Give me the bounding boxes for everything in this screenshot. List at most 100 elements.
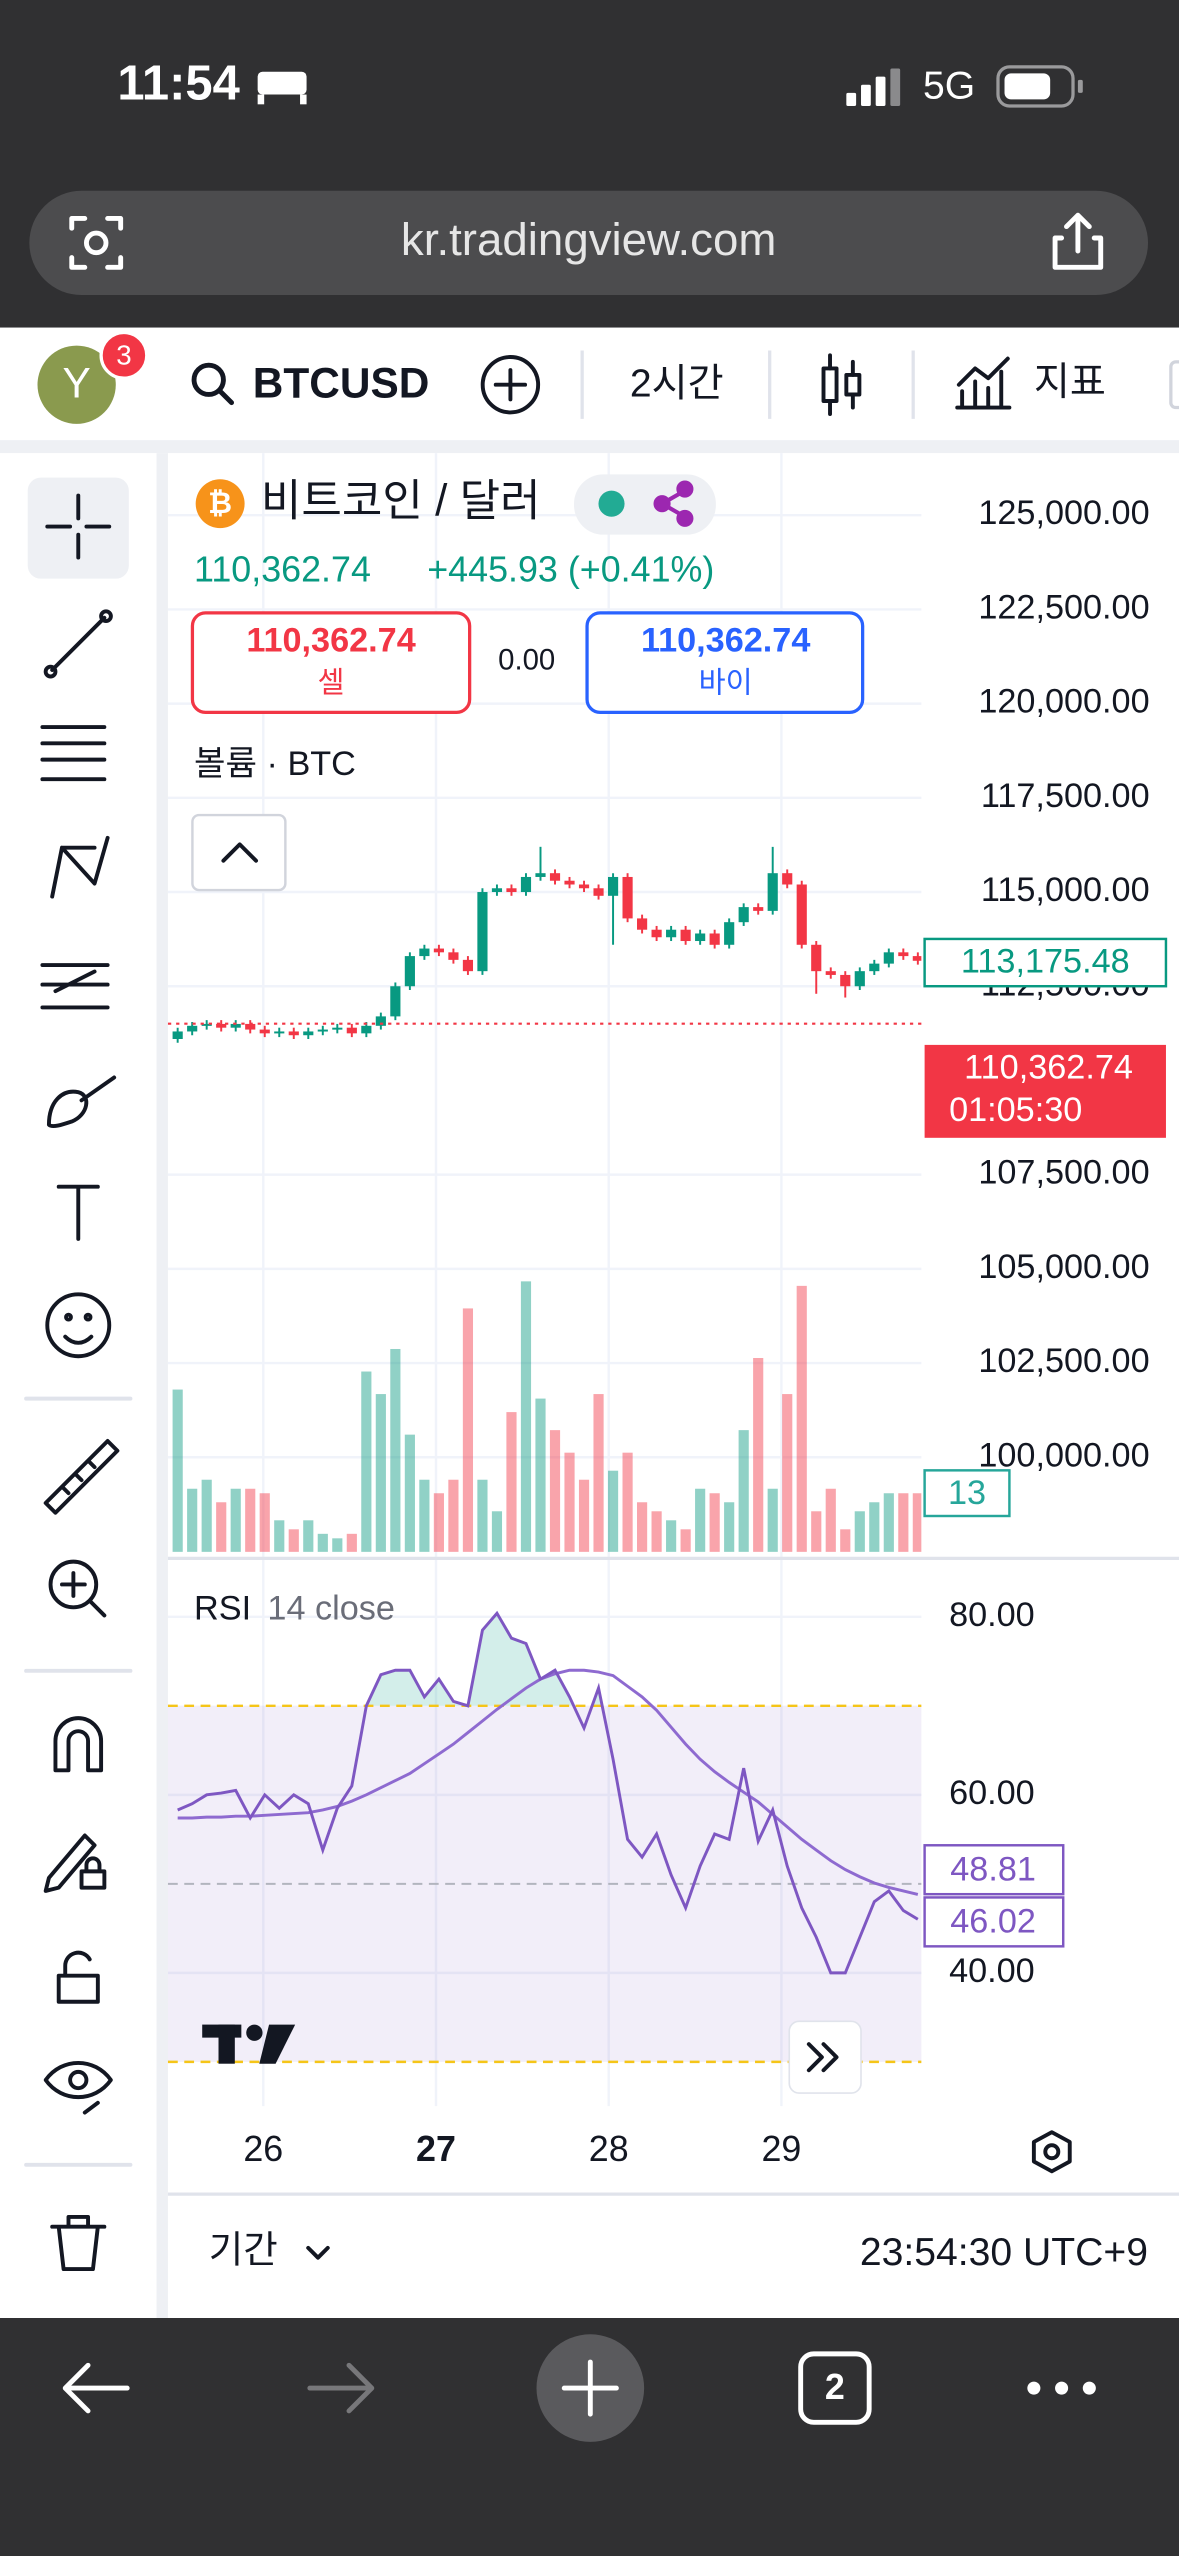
search-icon[interactable] bbox=[191, 362, 235, 406]
volume-bar bbox=[332, 1538, 343, 1552]
chevron-up bbox=[221, 842, 258, 863]
y-tick-label: 115,000.00 bbox=[981, 871, 1150, 909]
chart-type-icon[interactable] bbox=[821, 353, 862, 417]
lock-draw-tool[interactable] bbox=[43, 1833, 107, 1893]
crosshair-tool[interactable] bbox=[45, 493, 112, 560]
candle-body bbox=[883, 952, 894, 964]
volume-bar bbox=[912, 1493, 922, 1552]
status-pill[interactable] bbox=[574, 474, 716, 535]
candle-body bbox=[448, 952, 459, 960]
fib-tool[interactable] bbox=[40, 725, 107, 782]
hide-tool[interactable] bbox=[43, 2060, 113, 2100]
magnet-tool[interactable] bbox=[53, 1716, 104, 1773]
text-tool[interactable] bbox=[56, 1184, 100, 1241]
tool-selected bbox=[27, 477, 129, 579]
compare-button[interactable] bbox=[480, 355, 541, 415]
candle-body bbox=[637, 918, 648, 930]
candle-body bbox=[724, 922, 735, 945]
candle-body bbox=[535, 873, 546, 877]
address-bar[interactable] bbox=[29, 190, 1149, 296]
collapse-button[interactable] bbox=[191, 813, 287, 892]
zoom-tool[interactable] bbox=[48, 1559, 99, 1610]
candle-body bbox=[607, 876, 619, 896]
candle-body bbox=[622, 876, 633, 919]
candle-body bbox=[666, 929, 677, 938]
lock-tool[interactable] bbox=[56, 1950, 100, 2004]
volume-bar bbox=[637, 1502, 648, 1552]
indicators-icon[interactable] bbox=[955, 356, 1012, 410]
rsi-tick-label: 40.00 bbox=[949, 1952, 1035, 1990]
volume-bar bbox=[390, 1348, 401, 1552]
forecast-tool[interactable] bbox=[40, 963, 110, 1010]
candle-body bbox=[288, 1031, 299, 1036]
url[interactable]: kr.tradingview.com bbox=[401, 214, 776, 265]
candle-body bbox=[419, 948, 430, 957]
volume-bar bbox=[404, 1434, 415, 1552]
scroll-to-realtime[interactable] bbox=[788, 2020, 862, 2094]
rsi-tick-label: 80.00 bbox=[949, 1596, 1035, 1634]
rsi-label: 46.02 bbox=[950, 1903, 1036, 1941]
volume-bar bbox=[259, 1493, 270, 1552]
badge bbox=[99, 330, 149, 380]
forward-button[interactable] bbox=[307, 2362, 375, 2414]
candle-body bbox=[912, 956, 922, 961]
share-icon[interactable] bbox=[1052, 212, 1104, 270]
volume-bar bbox=[317, 1533, 328, 1552]
volume-bar bbox=[346, 1533, 357, 1552]
rsi-ma-label: 48.81 bbox=[950, 1850, 1036, 1888]
candle-body bbox=[216, 1023, 227, 1028]
separator bbox=[0, 440, 1179, 454]
candle-body bbox=[593, 888, 604, 896]
volume-bar bbox=[796, 1285, 807, 1552]
candle-body bbox=[433, 948, 444, 953]
candle-body bbox=[782, 873, 793, 885]
candle-body bbox=[404, 956, 415, 987]
trendline-tool[interactable] bbox=[50, 615, 107, 672]
more-button[interactable] bbox=[1027, 2381, 1096, 2395]
price-box bbox=[924, 1044, 1166, 1138]
candle-body bbox=[840, 974, 851, 987]
battery-icon bbox=[996, 65, 1083, 108]
volume-bar bbox=[172, 1389, 183, 1552]
last-close-label: 113,175.48 bbox=[961, 942, 1130, 980]
volume-bar bbox=[724, 1502, 735, 1552]
delete-tool[interactable] bbox=[50, 2214, 107, 2272]
avatar-letter: Y bbox=[63, 360, 91, 407]
indicators[interactable]: 지표 bbox=[1034, 361, 1106, 404]
buy-button[interactable] bbox=[585, 611, 865, 714]
emoji-tool[interactable] bbox=[45, 1292, 112, 1359]
network: 5G bbox=[923, 64, 975, 107]
candle-body bbox=[361, 1025, 372, 1034]
brush-tool[interactable] bbox=[46, 1075, 117, 1129]
candle-body bbox=[462, 959, 474, 972]
volume-bar bbox=[491, 1511, 503, 1552]
countdown: 01:05:30 bbox=[949, 1091, 1082, 1129]
range-button[interactable]: 기간 bbox=[209, 2229, 278, 2271]
x-tick-label: 26 bbox=[243, 2129, 283, 2169]
interval[interactable]: 2시간 bbox=[630, 363, 724, 406]
symbol[interactable]: BTCUSD bbox=[253, 360, 430, 407]
pattern-tool[interactable] bbox=[50, 835, 110, 899]
camera-icon[interactable] bbox=[69, 215, 124, 270]
settings-icon[interactable] bbox=[1031, 2130, 1072, 2174]
volume-bar bbox=[419, 1479, 430, 1552]
ruler-tool[interactable] bbox=[43, 1439, 120, 1515]
avatar[interactable] bbox=[37, 345, 116, 424]
volume-bar bbox=[448, 1479, 459, 1552]
rsi-pane bbox=[167, 1610, 922, 2064]
candle-body bbox=[578, 884, 590, 889]
back-button[interactable] bbox=[62, 2362, 130, 2414]
chart-panel bbox=[167, 453, 1179, 2319]
tabs-button[interactable] bbox=[798, 2351, 872, 2425]
y-tick-label: 125,000.00 bbox=[978, 494, 1149, 532]
coin-icon bbox=[195, 479, 245, 529]
clock-utc: 23:54:30 UTC+9 bbox=[860, 2231, 1148, 2274]
share-icon bbox=[653, 480, 694, 527]
volume-bar bbox=[375, 1394, 386, 1552]
sell-price: 110,362.74 bbox=[246, 621, 415, 659]
chevron-down bbox=[306, 2245, 330, 2260]
sell-button[interactable] bbox=[190, 611, 472, 714]
volume-bar bbox=[462, 1308, 474, 1552]
